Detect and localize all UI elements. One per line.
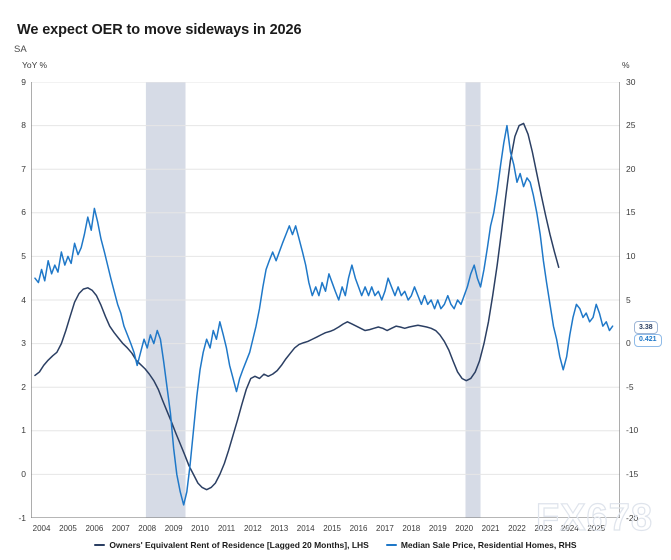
x-tick-label: 2021 [481,524,500,533]
x-tick-label: 2006 [85,524,104,533]
y-tick-label-right: -15 [626,468,639,479]
y-tick-label-right: -10 [626,425,639,436]
y-tick-label-right: -5 [626,381,634,392]
x-tick-label: 2016 [349,524,368,533]
x-tick-label: 2013 [270,524,289,533]
chart-legend: Owners' Equivalent Rent of Residence [La… [0,540,671,550]
x-tick-label: 2019 [428,524,447,533]
y-tick-label-left: 4 [21,294,26,305]
x-tick-label: 2020 [455,524,474,533]
page-title: We expect OER to move sideways in 2026 [17,22,302,38]
left-axis-unit: YoY % [22,60,48,70]
x-tick-label: 2017 [376,524,394,533]
y-tick-label-right: 20 [626,163,636,174]
y-tick-label-right: 15 [626,207,636,218]
y-tick-label-right: 5 [626,294,631,305]
chart-canvas [31,82,620,518]
plot-area [31,82,620,518]
series-line-1 [34,124,614,506]
y-tick-label-right: 10 [626,250,636,261]
x-tick-label: 2010 [191,524,209,533]
x-tick-label: 2025 [587,524,606,533]
y-tick-label-left: 2 [21,381,26,392]
y-tick-label-right: 0 [626,338,631,349]
x-tick-label: 2024 [560,524,579,533]
x-tick-label: 2004 [32,524,51,533]
chart-subtitle: SA [14,44,27,55]
legend-swatch-icon [385,543,397,547]
legend-swatch-icon [94,543,106,547]
legend-item: Owners' Equivalent Rent of Residence [La… [94,540,369,550]
x-tick-label: 2018 [402,524,421,533]
x-tick-label: 2023 [534,524,553,533]
x-tick-label: 2014 [296,524,315,533]
y-tick-label-left: 5 [21,250,26,261]
x-tick-label: 2008 [138,524,157,533]
y-tick-label-left: 3 [21,338,26,349]
legend-label: Owners' Equivalent Rent of Residence [La… [109,540,369,550]
median-sale-price-value: 0.421 [634,333,662,347]
y-tick-label-right: 30 [626,76,636,87]
y-tick-label-left: 0 [21,468,26,479]
y-tick-label-right: -20 [626,512,639,523]
y-tick-label-right: 25 [626,120,636,131]
x-tick-label: 2007 [111,524,130,533]
x-tick-label: 2011 [217,524,236,533]
oer-value: 3.38 [634,321,658,335]
y-tick-label-left: 7 [21,163,26,174]
x-tick-label: 2005 [59,524,77,533]
right-axis-unit: % [622,60,630,70]
y-tick-label-left: 6 [21,207,26,218]
x-tick-label: 2009 [164,524,183,533]
x-tick-label: 2022 [508,524,526,533]
y-tick-label-left: 9 [21,76,26,87]
y-tick-label-left: 1 [21,425,26,436]
x-tick-label: 2015 [323,524,341,533]
legend-label: Median Sale Price, Residential Homes, RH… [400,540,577,550]
legend-item: Median Sale Price, Residential Homes, RH… [385,540,577,550]
y-tick-label-left: -1 [18,512,26,523]
y-tick-label-left: 8 [21,120,26,131]
series-line-0 [34,122,560,491]
x-tick-label: 2012 [243,524,262,533]
